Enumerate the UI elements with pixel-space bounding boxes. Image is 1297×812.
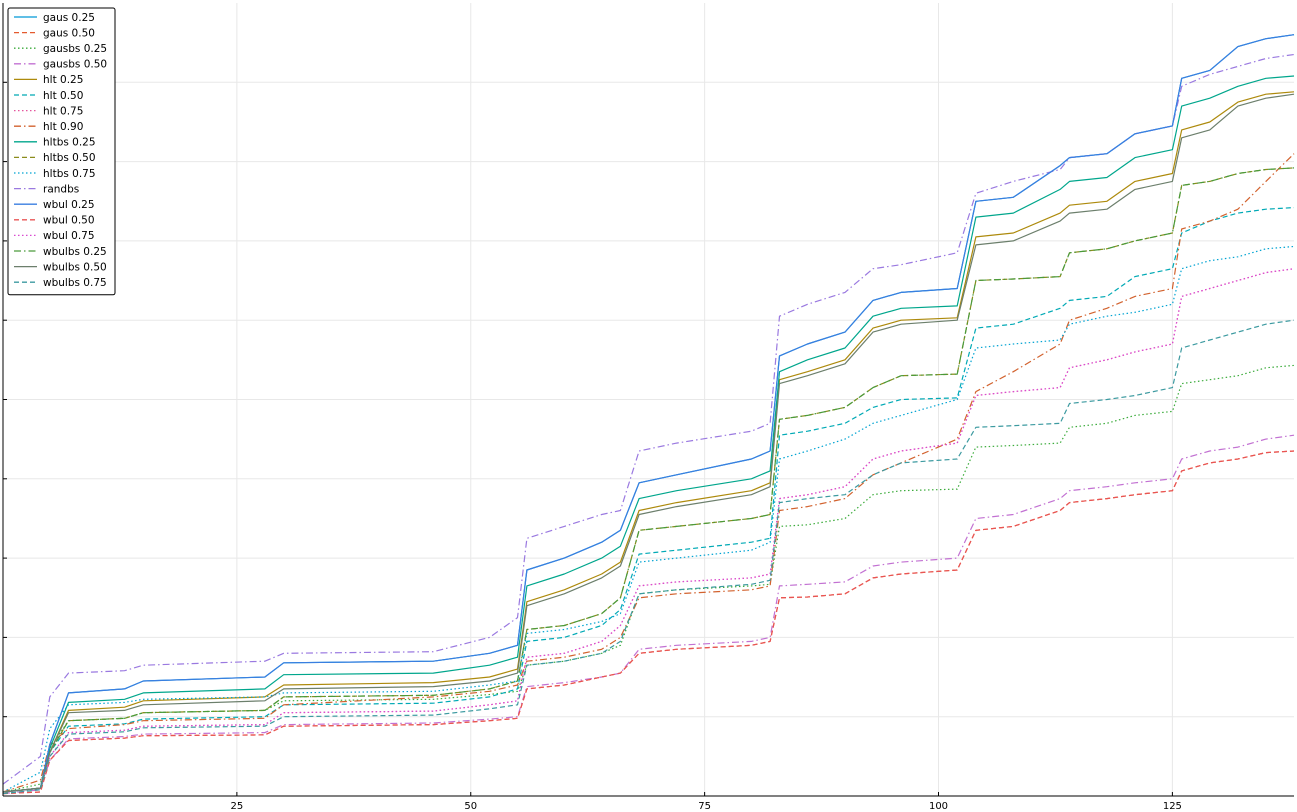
legend-label-2: gausbs 0.25 [43, 43, 107, 55]
legend-label-14: wbul 0.75 [43, 230, 95, 242]
series-line-16 [2, 93, 1295, 793]
series-line-8 [2, 75, 1295, 793]
legend-label-1: gaus 0.50 [43, 27, 95, 39]
legend-label-16: wbulbs 0.50 [43, 261, 107, 273]
series-line-10 [2, 245, 1295, 793]
series-line-3 [2, 434, 1295, 795]
legend-label-0: gaus 0.25 [43, 12, 95, 24]
grid [3, 3, 1294, 796]
legend-label-3: gausbs 0.50 [43, 59, 107, 71]
legend-label-17: wbulbs 0.75 [43, 277, 107, 289]
x-tick-label-4: 125 [1163, 801, 1182, 812]
legend-label-9: hltbs 0.50 [43, 152, 96, 164]
x-tick-label-2: 75 [698, 801, 711, 812]
series-line-6 [2, 268, 1295, 793]
legend-label-4: hlt 0.25 [43, 74, 83, 86]
axes: 25 50 75 100 125 [2, 3, 1294, 812]
series-line-11 [2, 53, 1295, 785]
series-line-15 [2, 167, 1295, 793]
series-line-2 [2, 364, 1295, 793]
x-tick-label-3: 100 [929, 801, 948, 812]
legend-label-8: hltbs 0.25 [43, 137, 96, 149]
series-line-4 [2, 91, 1295, 793]
series-line-0 [2, 34, 1295, 793]
legend-label-6: hlt 0.75 [43, 105, 83, 117]
series-line-17 [2, 319, 1295, 795]
series-line-1 [2, 450, 1295, 795]
series-line-5 [2, 207, 1295, 793]
series-line-9 [2, 167, 1295, 793]
series-line-14 [2, 268, 1295, 793]
legend-label-7: hlt 0.90 [43, 121, 83, 133]
series-line-13 [2, 450, 1295, 795]
legend-label-5: hlt 0.50 [43, 90, 83, 102]
series-lines [2, 34, 1295, 795]
legend-label-12: wbul 0.25 [43, 199, 95, 211]
x-tick-label-1: 50 [464, 801, 477, 812]
legend-label-10: hltbs 0.75 [43, 168, 96, 180]
x-tick-label-0: 25 [231, 801, 244, 812]
legend-label-11: randbs [43, 183, 79, 195]
legend-label-15: wbulbs 0.25 [43, 246, 107, 258]
legend-label-13: wbul 0.50 [43, 215, 95, 227]
series-line-7 [2, 153, 1295, 793]
series-line-12 [2, 34, 1295, 793]
legend: gaus 0.25 gaus 0.50 gausbs 0.25 gausbs 0.50… [7, 7, 116, 296]
